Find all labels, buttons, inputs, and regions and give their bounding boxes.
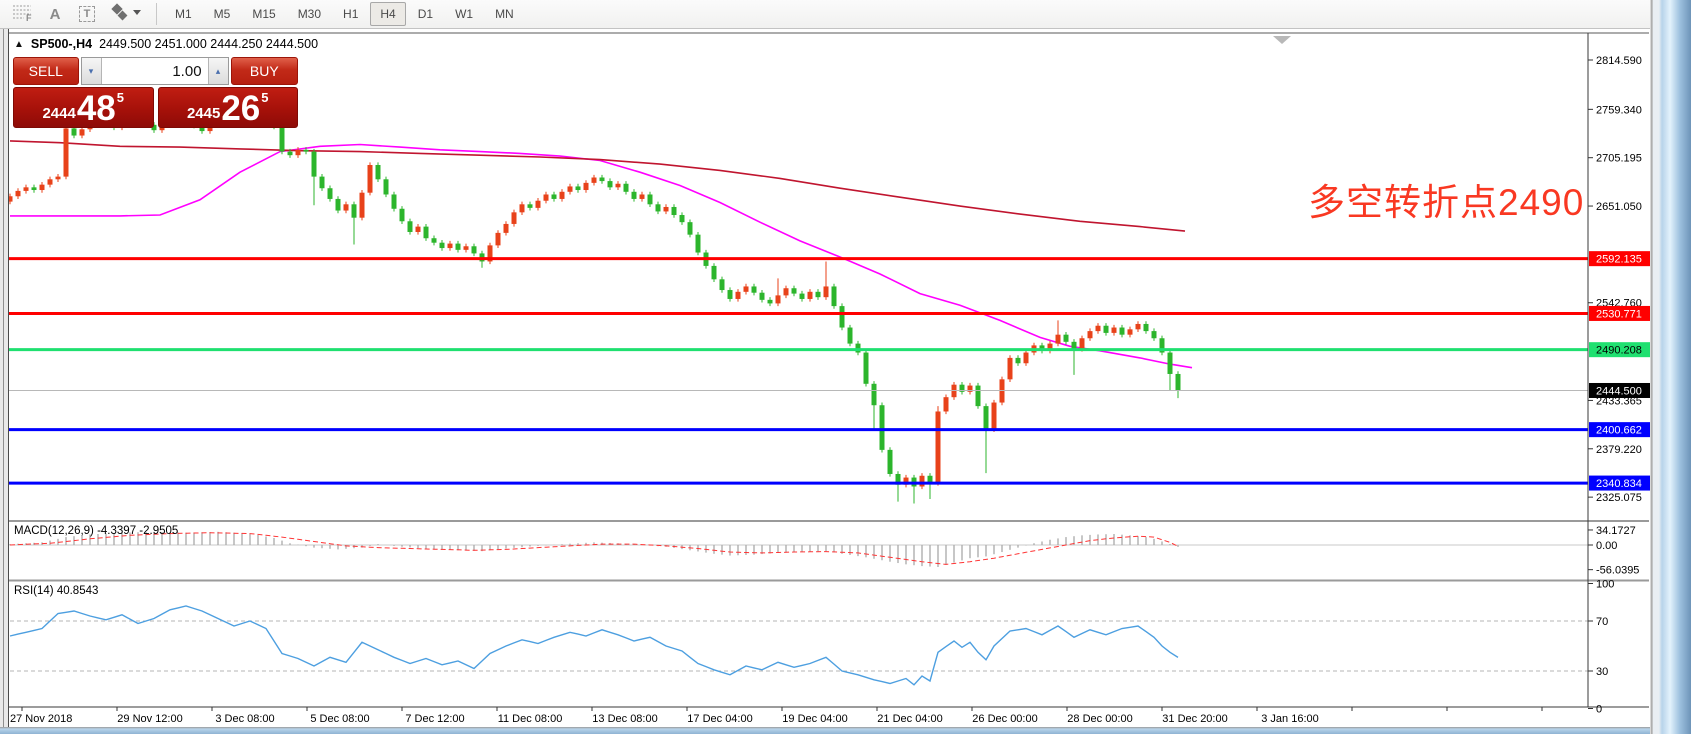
one-click-trade-panel: SELL ▾ ▴ BUY 2444 48 5 2445 26 5: [13, 57, 298, 128]
svg-text:2400.662: 2400.662: [1596, 425, 1642, 437]
one-click-collapse-arrow[interactable]: ▲: [14, 38, 24, 50]
svg-text:2490.208: 2490.208: [1596, 345, 1642, 357]
svg-text:29 Nov 12:00: 29 Nov 12:00: [117, 713, 182, 725]
window-left-border: [0, 28, 9, 734]
svg-text:F: F: [26, 13, 32, 21]
svg-text:3 Jan 16:00: 3 Jan 16:00: [1261, 713, 1319, 725]
svg-text:0: 0: [1596, 704, 1602, 716]
timeframe-button-m5[interactable]: M5: [213, 7, 231, 21]
ask-prefix: 2445: [186, 105, 221, 122]
svg-text:2705.195: 2705.195: [1596, 153, 1642, 165]
svg-text:2340.834: 2340.834: [1596, 478, 1642, 490]
svg-text:19 Dec 04:00: 19 Dec 04:00: [782, 713, 847, 725]
bid-price-box[interactable]: 2444 48 5: [13, 87, 154, 128]
arrows-tool-button[interactable]: [104, 2, 146, 26]
time-axis[interactable]: 27 Nov 2018 29 Nov 12:00 3 Dec 08:00 5 Dec …: [10, 707, 1543, 725]
svg-text:2530.771: 2530.771: [1596, 308, 1642, 320]
svg-text:0.00: 0.00: [1596, 540, 1617, 552]
fibonacci-icon: F: [12, 3, 34, 26]
svg-text:2592.135: 2592.135: [1596, 254, 1642, 266]
svg-text:27 Nov 2018: 27 Nov 2018: [10, 713, 72, 725]
timeframe-button-h4[interactable]: H4: [370, 2, 406, 26]
text-label-tool-button[interactable]: T: [72, 2, 102, 26]
timeframe-button-h1[interactable]: H1: [343, 7, 359, 21]
symbol-title: SP500-,H4: [30, 37, 93, 51]
volume-input[interactable]: [101, 58, 208, 84]
window-bottom-border: [0, 727, 1691, 734]
svg-text:5 Dec 08:00: 5 Dec 08:00: [310, 713, 369, 725]
bid-big-digits: 48: [76, 89, 116, 128]
svg-text:70: 70: [1596, 616, 1608, 628]
chart-header: ▲ SP500-,H4 2449.500 2451.000 2444.250 2…: [14, 37, 318, 51]
svg-text:26 Dec 00:00: 26 Dec 00:00: [972, 713, 1037, 725]
svg-text:28 Dec 00:00: 28 Dec 00:00: [1067, 713, 1132, 725]
ask-pip-digit: 5: [261, 90, 269, 105]
toolbar-separator: [156, 3, 157, 25]
timeframe-button-m15[interactable]: M15: [252, 7, 276, 21]
svg-text:2444.500: 2444.500: [1596, 385, 1642, 397]
toolbar: F A T M1 M5 M15 M30 H1 H4 D1 W1 MN: [0, 0, 1691, 29]
svg-text:11 Dec 08:00: 11 Dec 08:00: [498, 713, 563, 725]
text-label-icon: T: [78, 6, 96, 22]
window-right-border: [1650, 0, 1691, 734]
volume-increase-button[interactable]: ▴: [207, 58, 228, 84]
svg-text:100: 100: [1596, 579, 1614, 591]
svg-text:30: 30: [1596, 666, 1608, 678]
rsi-label: RSI(14) 40.8543: [14, 585, 99, 597]
svg-text:-56.0395: -56.0395: [1596, 565, 1639, 577]
timeframe-button-m1[interactable]: M1: [175, 7, 192, 21]
timeframe-bar: M1 M5 M15 M30 H1 H4 D1 W1 MN: [165, 2, 524, 26]
bid-prefix: 2444: [42, 105, 76, 122]
svg-text:2814.590: 2814.590: [1596, 55, 1642, 67]
timeframe-button-m30[interactable]: M30: [297, 7, 322, 21]
svg-text:2759.340: 2759.340: [1596, 104, 1642, 116]
timeframe-button-mn[interactable]: MN: [495, 7, 514, 21]
ask-big-digits: 26: [221, 89, 261, 128]
text-tool-button[interactable]: A: [40, 2, 70, 26]
svg-text:2433.365: 2433.365: [1596, 395, 1642, 407]
svg-text:7 Dec 12:00: 7 Dec 12:00: [405, 713, 464, 725]
svg-text:3 Dec 08:00: 3 Dec 08:00: [215, 713, 274, 725]
fibonacci-tool-button[interactable]: F: [8, 2, 38, 26]
svg-text:2651.050: 2651.050: [1596, 201, 1642, 213]
svg-text:34.1727: 34.1727: [1596, 525, 1636, 537]
arrows-icon: [107, 2, 143, 26]
chart-annotation: 多空转折点2490: [1308, 182, 1585, 223]
timeframe-button-d1[interactable]: D1: [417, 7, 434, 21]
chevron-down-icon: ▾: [88, 65, 94, 76]
svg-text:31 Dec 20:00: 31 Dec 20:00: [1162, 713, 1227, 725]
svg-text:13 Dec 08:00: 13 Dec 08:00: [592, 713, 657, 725]
quote-values: 2449.500 2451.000 2444.250 2444.500: [99, 37, 319, 51]
svg-text:2379.220: 2379.220: [1596, 444, 1642, 456]
timeframe-button-w1[interactable]: W1: [455, 7, 474, 21]
sell-button[interactable]: SELL: [13, 57, 79, 85]
svg-text:21 Dec 04:00: 21 Dec 04:00: [877, 713, 942, 725]
svg-text:17 Dec 04:00: 17 Dec 04:00: [687, 713, 752, 725]
text-icon: A: [49, 5, 61, 23]
chevron-up-icon: ▴: [215, 65, 221, 76]
buy-button[interactable]: BUY: [230, 57, 298, 85]
macd-label: MACD(12,26,9) -4.3397 -2.9505: [14, 525, 179, 537]
ask-price-box[interactable]: 2445 26 5: [157, 87, 298, 128]
svg-text:2325.075: 2325.075: [1596, 492, 1642, 504]
price-axis[interactable]: 2814.5902759.3402705.1952651.0502542.760…: [1588, 55, 1651, 716]
volume-decrease-button[interactable]: ▾: [81, 58, 102, 84]
bid-pip-digit: 5: [116, 90, 125, 105]
volume-stepper: ▾ ▴: [80, 57, 229, 85]
